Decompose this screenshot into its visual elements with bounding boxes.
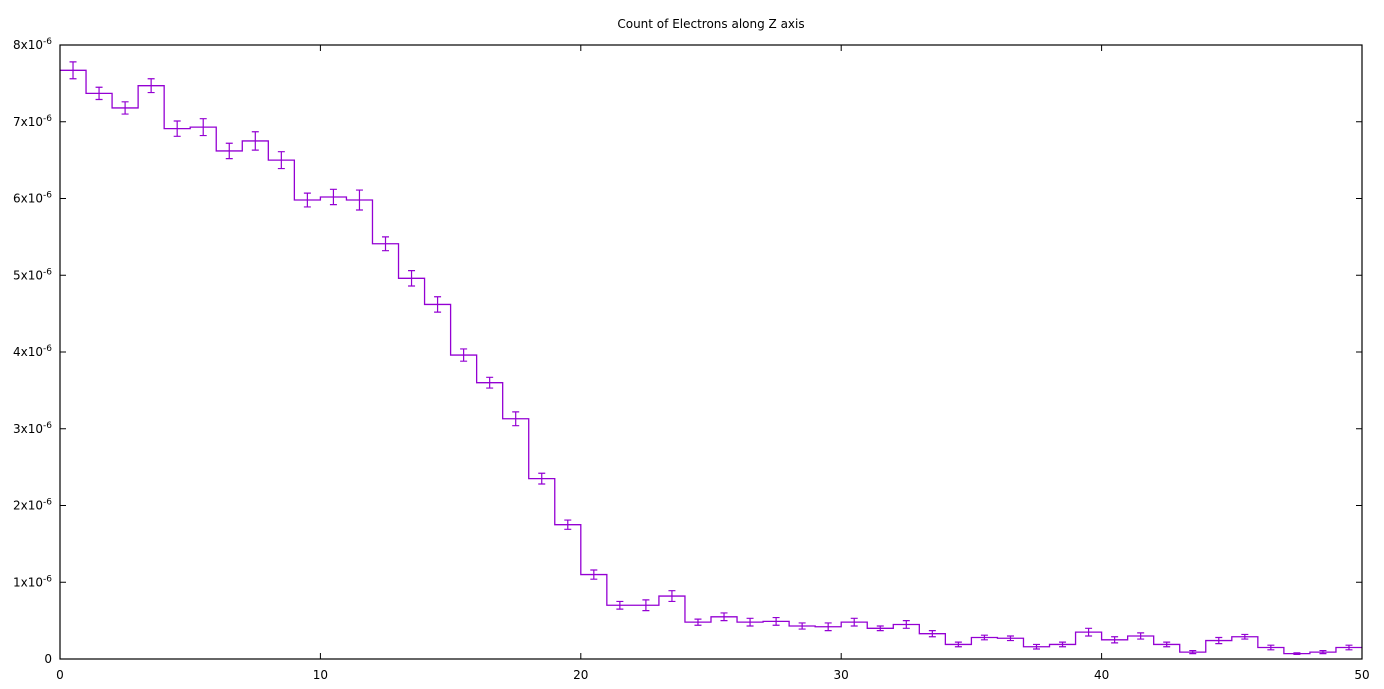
error-bar xyxy=(876,625,884,632)
y-tick-label: 6x10-6 xyxy=(13,191,52,206)
error-bar xyxy=(1293,652,1301,655)
plot-border xyxy=(59,44,1363,660)
error-bar xyxy=(668,590,676,603)
y-tick-label: 5x10-6 xyxy=(13,267,52,282)
error-bar xyxy=(980,634,988,641)
y-tick-exponent: -6 xyxy=(43,498,52,508)
y-tick-exponent: -6 xyxy=(43,267,52,277)
error-bar xyxy=(355,189,363,211)
y-tick-exponent: -6 xyxy=(43,344,52,354)
error-bar xyxy=(95,86,103,101)
y-tick-label: 7x10-6 xyxy=(13,114,52,129)
error-bar xyxy=(1006,635,1014,642)
y-tick-exponent: -6 xyxy=(43,191,52,201)
chart-title: Count of Electrons along Z axis xyxy=(617,17,804,31)
error-bar xyxy=(382,236,389,252)
error-bar xyxy=(850,617,858,627)
y-tick-label: 4x10-6 xyxy=(13,344,52,359)
y-tick-exponent: -6 xyxy=(43,114,52,124)
error-bar xyxy=(486,376,494,389)
error-bar xyxy=(1345,644,1353,651)
y-tick-mantissa: 0 xyxy=(44,652,52,666)
error-bar xyxy=(1319,649,1327,655)
y-tick-mantissa: 3x10 xyxy=(13,422,43,436)
error-bar xyxy=(303,192,311,208)
error-bar xyxy=(616,600,624,610)
error-bar xyxy=(1189,649,1197,655)
y-tick-mantissa: 5x10 xyxy=(13,268,43,282)
x-tick-label: 20 xyxy=(573,668,588,682)
error-bar xyxy=(329,188,337,206)
y-tick-exponent: -6 xyxy=(43,421,52,431)
y-tick-label: 3x10-6 xyxy=(13,421,52,436)
series xyxy=(60,61,1362,655)
y-tick-exponent: -6 xyxy=(43,574,52,584)
y-tick-exponent: -6 xyxy=(43,37,52,47)
y-tick-mantissa: 8x10 xyxy=(13,38,43,52)
error-bar xyxy=(225,142,233,160)
error-bar xyxy=(408,270,416,287)
y-tick-label: 2x10-6 xyxy=(13,498,52,513)
y-tick-mantissa: 6x10 xyxy=(13,192,43,206)
error-bar xyxy=(694,618,702,626)
error-bar xyxy=(1215,636,1223,645)
error-bar xyxy=(1059,641,1067,648)
error-bar xyxy=(1137,632,1145,640)
y-tick-mantissa: 2x10 xyxy=(13,499,43,513)
error-bar xyxy=(1085,627,1093,637)
error-bar xyxy=(199,118,207,137)
histogram-step-line xyxy=(60,69,1362,655)
error-bar xyxy=(251,131,259,151)
error-bar xyxy=(277,151,285,170)
x-tick-label: 50 xyxy=(1354,668,1369,682)
error-bar xyxy=(512,411,520,427)
y-tick-label: 1x10-6 xyxy=(13,574,52,589)
error-bar xyxy=(590,569,598,580)
error-bar xyxy=(121,101,129,115)
x-tick-label: 40 xyxy=(1094,668,1109,682)
tick-labels: 0 10 20 30 40 5001x10-62x10-63x10-64x10-65x10… xyxy=(13,37,1370,682)
y-tick-mantissa: 4x10 xyxy=(13,345,43,359)
error-bar xyxy=(538,472,546,485)
error-bar xyxy=(642,599,650,612)
error-bar xyxy=(746,617,754,627)
error-bar xyxy=(1163,641,1171,648)
error-bar xyxy=(1241,633,1249,640)
error-bar xyxy=(902,620,910,629)
error-bar xyxy=(1111,636,1119,644)
error-bar xyxy=(1033,643,1040,650)
error-bar xyxy=(69,61,77,80)
y-tick-label: 0 xyxy=(44,652,52,666)
error-bar xyxy=(772,616,780,626)
y-tick-mantissa: 7x10 xyxy=(13,115,43,129)
x-tick-label: 30 xyxy=(834,668,849,682)
error-bar xyxy=(147,78,155,94)
error-bar xyxy=(1267,644,1275,651)
error-bar xyxy=(928,630,936,638)
y-tick-label: 8x10-6 xyxy=(13,37,52,52)
error-bar xyxy=(434,296,442,313)
error-bar xyxy=(720,612,728,622)
error-bar xyxy=(824,622,832,632)
error-bar xyxy=(798,622,806,630)
error-bar xyxy=(460,348,468,362)
x-tick-label: 0 xyxy=(56,668,64,682)
error-bar xyxy=(564,519,572,530)
x-tick-label: 10 xyxy=(313,668,328,682)
y-tick-mantissa: 1x10 xyxy=(13,575,43,589)
error-bar xyxy=(954,641,962,648)
error-bar xyxy=(173,120,181,137)
